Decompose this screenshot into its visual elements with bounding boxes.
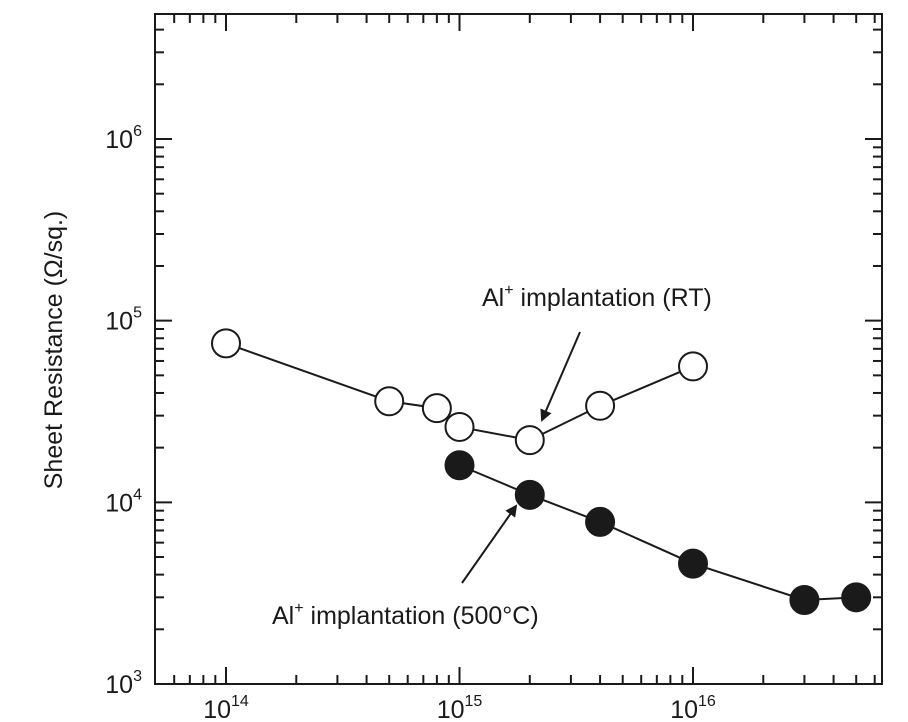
x-tick-label: 1015 bbox=[437, 693, 483, 722]
y-tick-label: 105 bbox=[105, 305, 142, 336]
series-1-point bbox=[585, 390, 616, 421]
annotation-500c-label: Al+ implantation (500°C) bbox=[272, 600, 539, 630]
data-points bbox=[211, 328, 872, 615]
axis-tick-labels: 1014 1015 1016 103 104 105 106 bbox=[105, 123, 716, 722]
y-tick-label: 103 bbox=[105, 668, 142, 699]
series-2-point bbox=[678, 548, 708, 579]
x-tick-label: 1016 bbox=[670, 693, 716, 722]
y-axis-label: Sheet Resistance (Ω/sq.) bbox=[40, 211, 68, 490]
series-2-point bbox=[514, 479, 545, 510]
series-1-point bbox=[444, 411, 475, 442]
annotation-rt: Al+ implantation (RT) bbox=[482, 282, 712, 422]
series-1-point bbox=[421, 393, 452, 424]
plot-frame bbox=[154, 13, 883, 685]
annotation-500c-arrow bbox=[461, 504, 518, 584]
axis-ticks bbox=[155, 14, 882, 684]
annotation-500c: Al+ implantation (500°C) bbox=[272, 504, 539, 630]
annotation-rt-label: Al+ implantation (RT) bbox=[482, 282, 712, 312]
series-1-point bbox=[211, 328, 241, 359]
series-2-point bbox=[789, 584, 820, 615]
series-1-point bbox=[678, 351, 708, 382]
y-tick-label: 106 bbox=[105, 123, 142, 154]
series-lines bbox=[225, 342, 857, 602]
y-tick-label: 104 bbox=[105, 486, 142, 517]
x-tick-label: 1014 bbox=[203, 693, 249, 722]
annotation-rt-arrow bbox=[540, 331, 581, 422]
series-1-point bbox=[374, 386, 405, 417]
series-2-point bbox=[585, 506, 616, 537]
series-2-point bbox=[444, 450, 475, 481]
series-2-point bbox=[841, 582, 872, 613]
series-1-point bbox=[514, 425, 545, 456]
